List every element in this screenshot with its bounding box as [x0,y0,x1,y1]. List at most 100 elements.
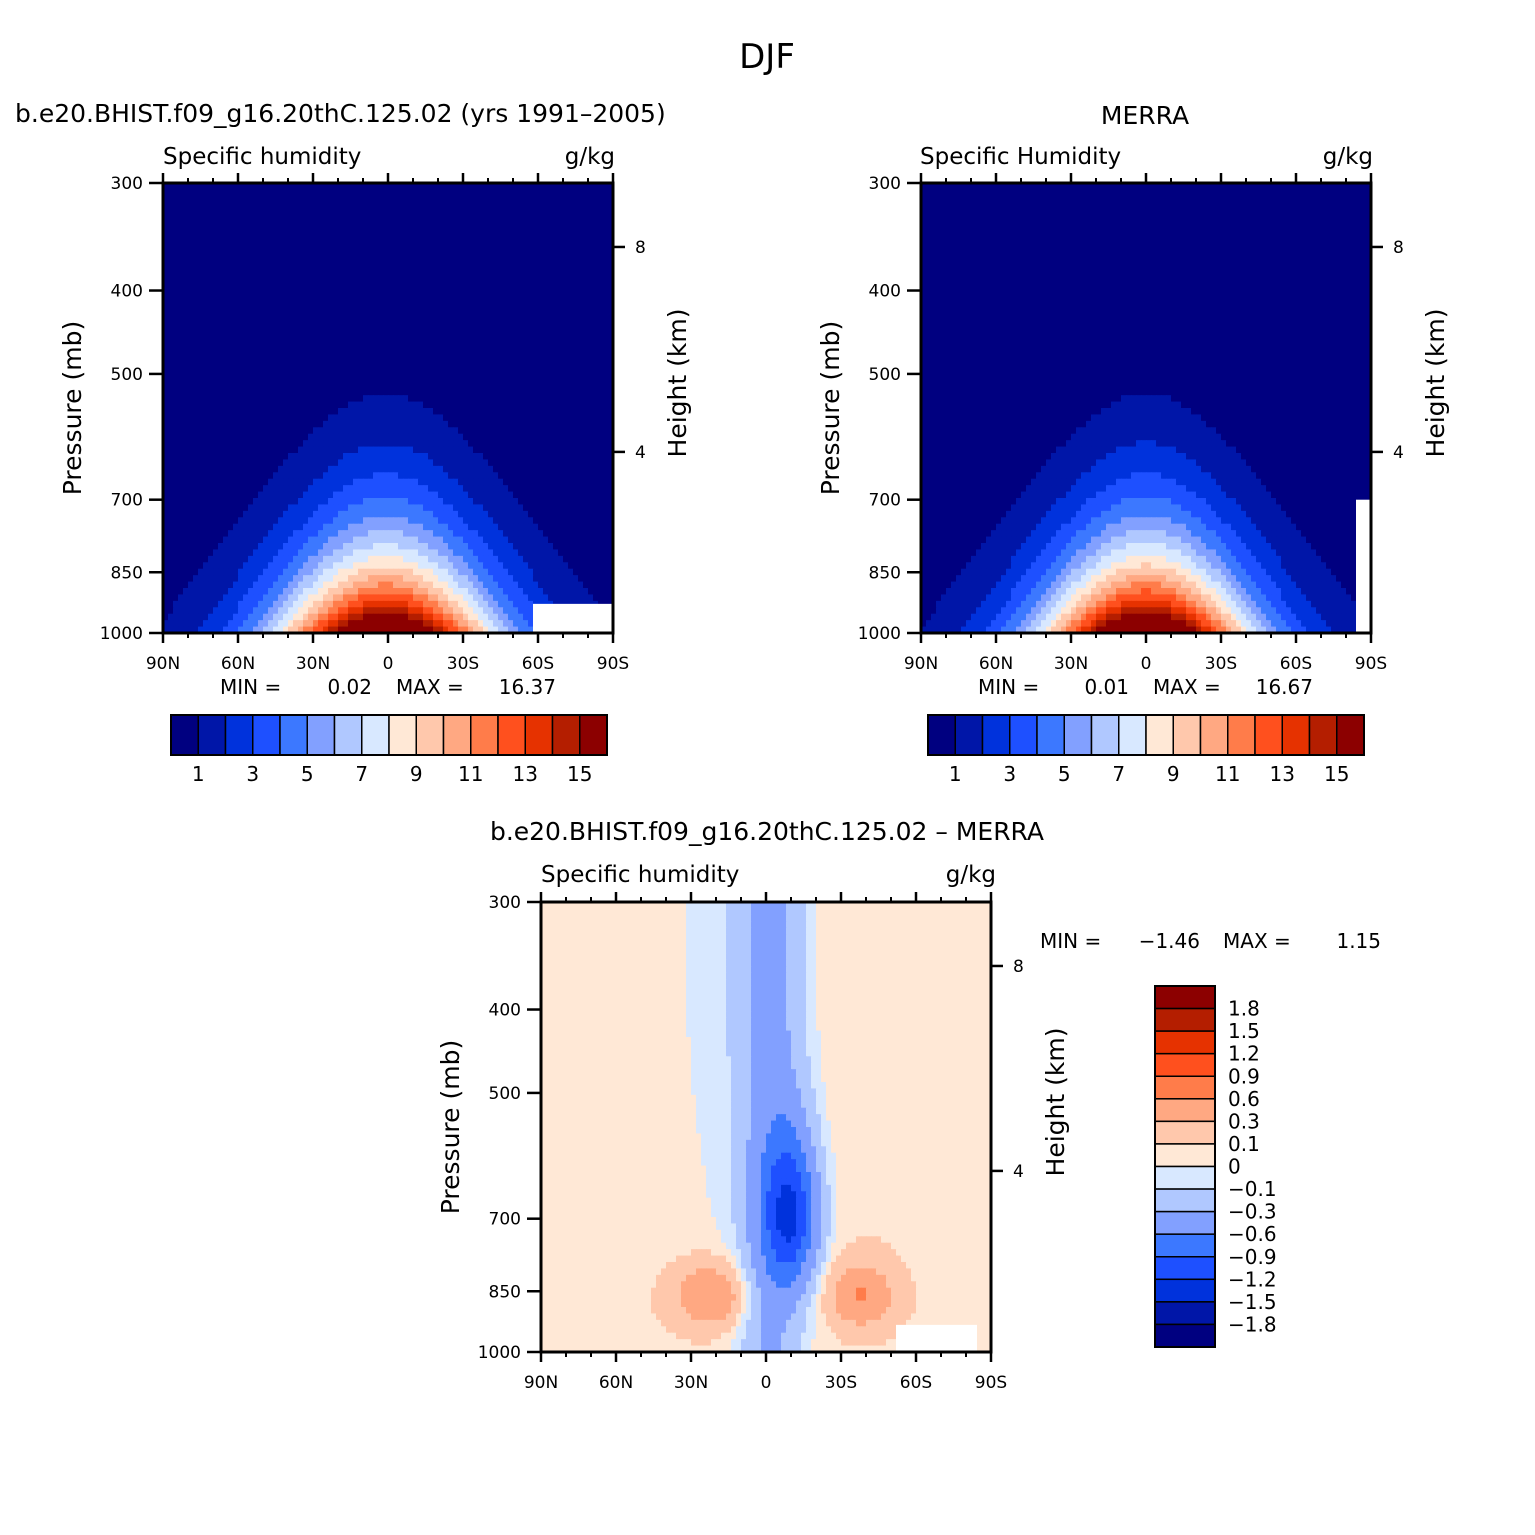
field-cell [413,491,419,499]
field-cell [203,247,209,255]
field-cell [468,324,474,332]
field-cell [453,234,459,242]
field-cell [443,375,449,383]
field-cell [258,395,264,403]
field-cell [403,363,409,371]
field-cell [208,459,214,467]
field-cell [498,208,504,216]
field-cell [203,498,209,506]
field-cell [283,240,289,248]
field-cell [378,292,384,300]
field-cell [448,408,454,416]
field-cell [578,247,584,255]
field-cell [583,195,589,203]
field-cell [203,440,209,448]
field-cell [333,498,339,506]
field-cell [543,459,549,467]
field-cell [523,498,529,506]
field-cell [203,446,209,454]
field-cell [298,247,304,255]
field-cell [193,420,199,428]
field-cell [438,247,444,255]
field-cell [388,195,394,203]
field-cell [218,420,224,428]
field-cell [253,228,259,236]
field-cell [443,266,449,274]
field-cell [478,395,484,403]
field-cell [168,523,174,531]
field-cell [578,498,584,506]
field-cell [163,266,169,274]
field-cell [588,414,594,422]
field-cell [593,395,599,403]
field-cell [508,440,514,448]
field-cell [298,530,304,538]
field-cell [178,343,184,351]
field-cell [198,465,204,473]
field-cell [448,279,454,287]
field-cell [213,279,219,287]
field-cell [583,208,589,216]
field-cell [423,375,429,383]
field-cell [363,330,369,338]
field-cell [283,318,289,326]
field-cell [223,337,229,345]
field-cell [378,446,384,454]
field-cell [313,240,319,248]
field-cell [498,279,504,287]
field-cell [443,350,449,358]
field-cell [458,446,464,454]
field-cell [268,369,274,377]
field-cell [393,356,399,364]
field-cell [233,318,239,326]
field-cell [598,311,604,319]
field-cell [383,478,389,486]
field-cell [513,427,519,435]
field-cell [533,195,539,203]
field-cell [253,504,259,512]
field-cell [428,465,434,473]
field-cell [403,228,409,236]
field-cell [338,202,344,210]
field-cell [538,311,544,319]
field-cell [223,453,229,461]
field-cell [553,530,559,538]
field-cell [503,433,509,441]
field-cell [308,208,314,216]
field-cell [593,195,599,203]
field-cell [368,350,374,358]
field-cell [378,363,384,371]
field-cell [323,536,329,544]
field-cell [398,517,404,525]
field-cell [278,253,284,261]
field-cell [288,337,294,345]
field-cell [453,388,459,396]
field-cell [323,440,329,448]
field-cell [253,485,259,493]
field-cell [293,228,299,236]
field-cell [183,478,189,486]
field-cell [528,337,534,345]
field-cell [573,453,579,461]
field-cell [413,183,419,191]
field-cell [243,485,249,493]
field-cell [333,337,339,345]
field-cell [548,356,554,364]
field-cell [523,195,529,203]
field-cell [508,273,514,281]
field-cell [468,215,474,223]
field-cell [413,215,419,223]
field-cell [173,363,179,371]
field-cell [228,189,234,197]
field-cell [538,305,544,313]
field-cell [363,388,369,396]
field-cell [303,350,309,358]
field-cell [393,401,399,409]
field-cell [588,253,594,261]
field-cell [483,311,489,319]
field-cell [533,253,539,261]
field-cell [233,478,239,486]
field-cell [298,195,304,203]
field-cell [178,375,184,383]
field-cell [573,433,579,441]
